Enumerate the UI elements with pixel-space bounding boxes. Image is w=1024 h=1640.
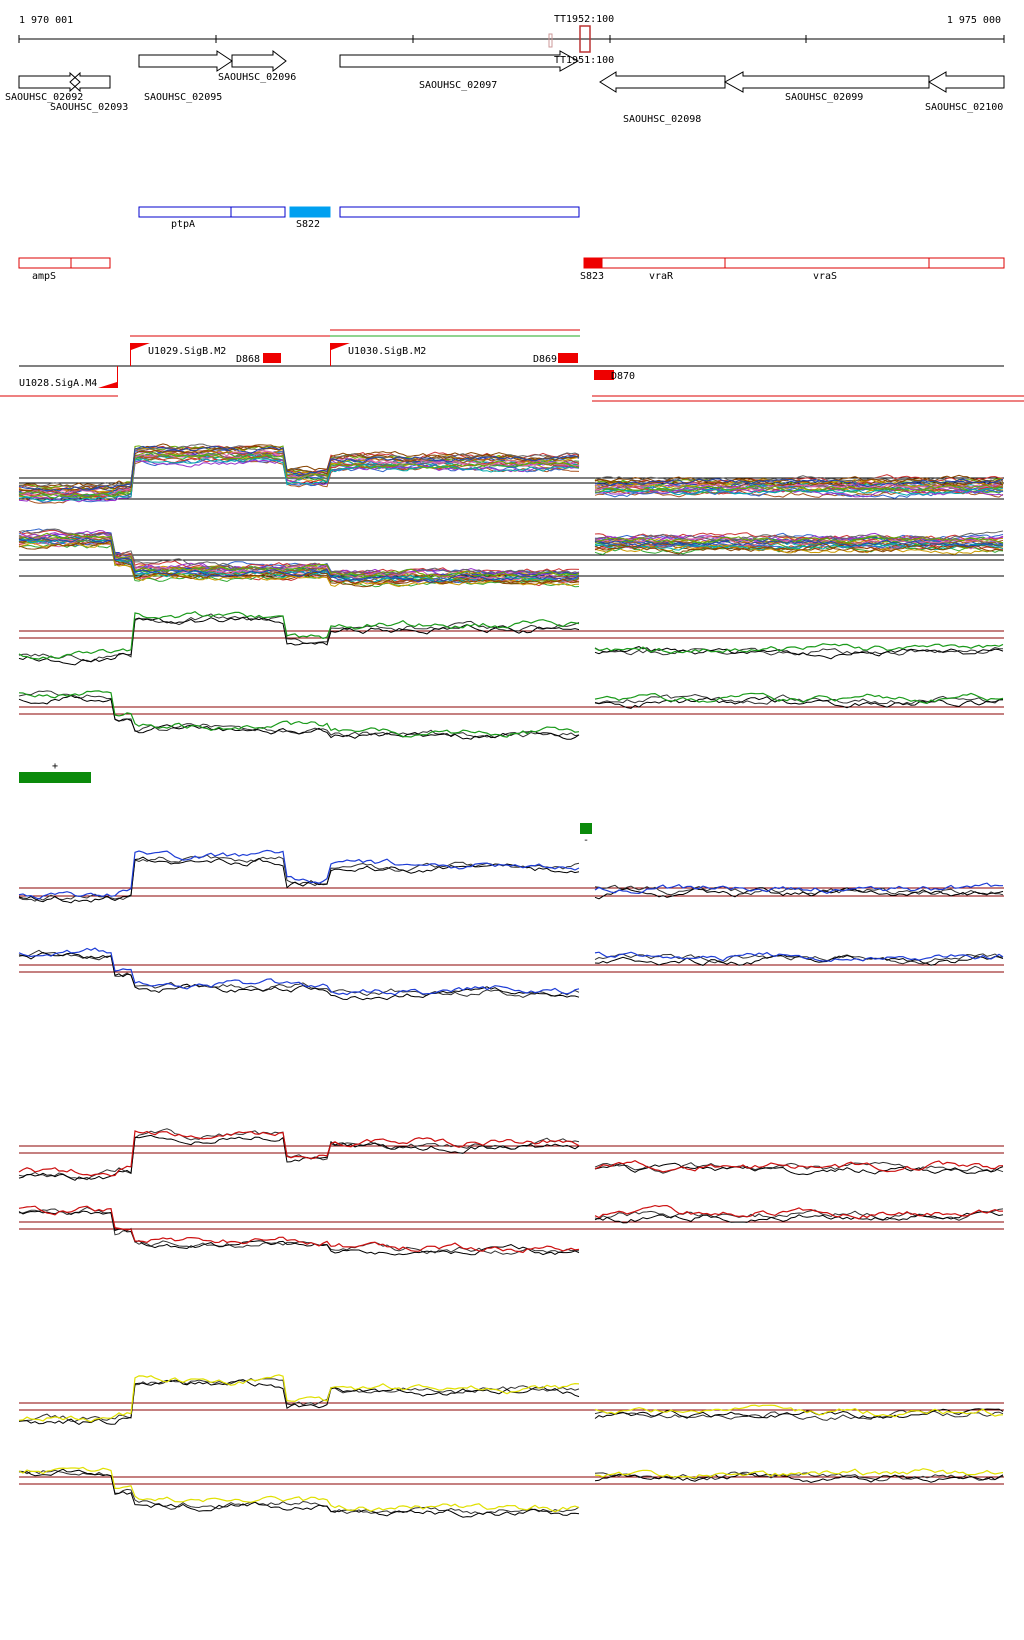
downshift-marker[interactable] bbox=[263, 353, 281, 363]
expression-trace bbox=[18, 690, 1004, 738]
plus-strand-marker-bar bbox=[19, 772, 91, 783]
gene-arrow[interactable] bbox=[69, 71, 111, 93]
expression-trace bbox=[18, 457, 1004, 502]
multi-condition-panel-plus bbox=[18, 443, 1004, 504]
expression-trace bbox=[18, 459, 1004, 503]
multi-condition-panel-minus bbox=[18, 528, 1004, 588]
transcription-track: U1029.SigB.M2 U1030.SigB.M2 U1028.SigA.M… bbox=[0, 329, 1024, 402]
terminator-marker-minus[interactable] bbox=[548, 33, 553, 48]
yellow-panel-plus bbox=[18, 1374, 1004, 1425]
expression-trace bbox=[18, 1206, 1004, 1255]
terminator-marker-plus[interactable] bbox=[579, 25, 591, 53]
gene-label: SAOUHSC_02097 bbox=[419, 80, 497, 91]
promoter-label: U1029.SigB.M2 bbox=[148, 346, 226, 357]
green-panel-plus bbox=[18, 611, 1004, 666]
downshift-marker[interactable] bbox=[558, 353, 578, 363]
gene-label: SAOUHSC_02099 bbox=[785, 92, 863, 103]
gene-arrow[interactable] bbox=[599, 71, 726, 93]
blue-panel-plus bbox=[18, 849, 1004, 904]
gene-label: SAOUHSC_02093 bbox=[50, 102, 128, 113]
feature-box[interactable] bbox=[230, 206, 286, 218]
feature-label: ptpA bbox=[171, 219, 195, 230]
feature-box[interactable] bbox=[70, 257, 111, 269]
feature-box[interactable] bbox=[138, 206, 232, 218]
gene-arrow[interactable] bbox=[339, 50, 580, 72]
expression-trace bbox=[18, 616, 1004, 666]
gene-arrow[interactable] bbox=[231, 49, 287, 73]
gene-arrow[interactable] bbox=[928, 71, 1005, 93]
minus-strand-marker-label: - bbox=[583, 835, 589, 846]
plus-strand-marker-label: + bbox=[52, 761, 58, 772]
expression-trace bbox=[18, 1379, 1004, 1425]
feature-box[interactable] bbox=[18, 257, 72, 269]
downshift-label: D868 bbox=[236, 354, 260, 365]
expression-trace bbox=[18, 1134, 1004, 1181]
feature-box[interactable] bbox=[928, 257, 1005, 269]
feature-box[interactable] bbox=[601, 257, 726, 269]
terminator-label: TT1951:100 bbox=[554, 55, 614, 66]
gene-label: SAOUHSC_02100 bbox=[925, 102, 1003, 113]
gene-labels: SAOUHSC_02092 SAOUHSC_02093 SAOUHSC_0209… bbox=[5, 72, 1003, 125]
downshift-marker[interactable] bbox=[594, 370, 614, 380]
promoter-label: U1028.SigA.M4 bbox=[19, 378, 97, 389]
red-panel-minus bbox=[18, 1204, 1004, 1256]
feature-box[interactable] bbox=[289, 206, 331, 218]
expression-trace bbox=[18, 445, 1004, 492]
promoter-flag[interactable] bbox=[98, 366, 118, 388]
feature-box[interactable] bbox=[339, 206, 580, 218]
feature-label: S823 bbox=[580, 271, 604, 282]
ruler-end-label: 1 975 000 bbox=[947, 15, 1001, 26]
yellow-panel-minus bbox=[18, 1466, 1004, 1518]
downshift-label: D870 bbox=[611, 371, 635, 382]
blue-panel-minus bbox=[18, 947, 1004, 1001]
expression-trace bbox=[18, 1466, 1004, 1513]
expression-trace bbox=[18, 1468, 1004, 1518]
gene-label: SAOUHSC_02095 bbox=[144, 92, 222, 103]
expression-trace bbox=[18, 949, 1004, 998]
coordinate-ruler: 1 970 001 1 975 000 TT1952:100 TT1951:10… bbox=[18, 14, 1005, 66]
feature-label: S822 bbox=[296, 219, 320, 230]
downshift-label: D869 bbox=[533, 354, 557, 365]
expression-trace bbox=[18, 947, 1004, 996]
promoter-label: U1030.SigB.M2 bbox=[348, 346, 426, 357]
expression-trace bbox=[18, 1378, 1004, 1423]
feature-track-minus: ampS S823 vraR vraS bbox=[18, 257, 1005, 282]
feature-label: vraS bbox=[813, 271, 837, 282]
feature-box[interactable] bbox=[724, 257, 930, 269]
gene-label: SAOUHSC_02096 bbox=[218, 72, 296, 83]
expression-trace bbox=[18, 951, 1004, 1001]
ruler-start-label: 1 970 001 bbox=[19, 15, 73, 26]
expression-trace bbox=[18, 611, 1004, 660]
promoter-flag[interactable] bbox=[130, 343, 150, 366]
terminator-label: TT1952:100 bbox=[554, 14, 614, 25]
expression-trace bbox=[18, 532, 1004, 579]
feature-box[interactable] bbox=[583, 257, 603, 269]
green-panel-minus bbox=[18, 690, 1004, 740]
minus-strand-marker-bar bbox=[580, 823, 592, 834]
feature-label: vraR bbox=[649, 271, 674, 282]
expression-trace bbox=[18, 613, 1004, 663]
expression-trace bbox=[18, 1210, 1004, 1256]
expression-trace bbox=[18, 849, 1004, 900]
gene-arrow[interactable] bbox=[723, 71, 930, 93]
feature-track-plus: ptpA S822 bbox=[138, 206, 580, 230]
gene-arrow[interactable] bbox=[138, 50, 233, 72]
expression-trace bbox=[18, 1130, 1004, 1177]
strand-markers: + - bbox=[19, 761, 592, 846]
expression-trace bbox=[18, 1374, 1004, 1423]
expression-trace bbox=[18, 451, 1004, 499]
expression-trace bbox=[18, 856, 1004, 904]
promoter-flag[interactable] bbox=[330, 343, 350, 366]
gene-arrow[interactable] bbox=[18, 71, 81, 93]
expression-trace bbox=[18, 1204, 1004, 1254]
gene-track bbox=[18, 49, 1005, 93]
gene-label: SAOUHSC_02098 bbox=[623, 114, 701, 125]
red-panel-plus bbox=[18, 1128, 1004, 1181]
gene-label: SAOUHSC_02092 bbox=[5, 92, 83, 103]
feature-label: ampS bbox=[32, 271, 56, 282]
expression-trace bbox=[18, 537, 1004, 583]
